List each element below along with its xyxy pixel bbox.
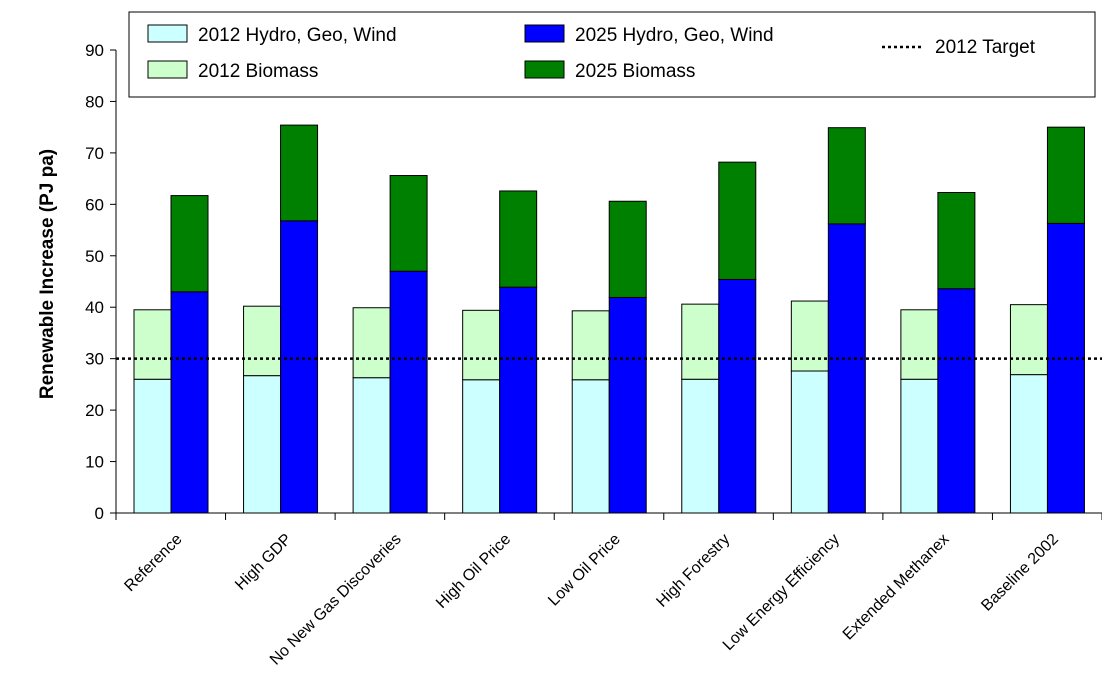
bar-2012-biomass — [681, 303, 720, 380]
legend-swatch — [147, 60, 188, 79]
y-tick-label: 90 — [85, 41, 104, 60]
bar-2025-biomass — [718, 161, 757, 280]
bar-2025-biomass — [170, 195, 209, 293]
bar-2025-biomass — [389, 175, 428, 272]
y-tick-label: 50 — [85, 247, 104, 266]
bar-2025-hydro-geo-wind — [499, 286, 538, 514]
legend-label: 2025 Hydro, Geo, Wind — [575, 25, 774, 46]
bar-2025-biomass — [937, 192, 976, 290]
bar-2025-hydro-geo-wind — [937, 288, 976, 514]
x-tick-label: High Oil Price — [433, 531, 514, 612]
y-tick-label: 80 — [85, 92, 104, 111]
bar-2025-hydro-geo-wind — [280, 220, 319, 514]
legend-swatch — [524, 24, 565, 43]
bar-2025-hydro-geo-wind — [170, 291, 209, 514]
x-tick-label: Reference — [121, 531, 185, 595]
bar-2025-hydro-geo-wind — [827, 223, 866, 514]
bar-2012-hydro-geo-wind — [462, 379, 501, 514]
bar-2012-biomass — [352, 307, 391, 379]
bar-2012-biomass — [900, 309, 939, 380]
bar-2012-biomass — [133, 309, 172, 380]
x-tick-label: High Forestry — [653, 531, 733, 611]
y-tick-label: 30 — [85, 350, 104, 369]
bar-2012-biomass — [571, 310, 610, 381]
bar-2012-biomass — [1009, 304, 1048, 376]
bars-layer — [133, 124, 1085, 514]
y-axis-label: Renewable Increase (PJ pa) — [37, 149, 58, 399]
legend-label: 2012 Target — [935, 37, 1036, 58]
bar-2025-biomass — [1046, 126, 1085, 224]
bar-2025-hydro-geo-wind — [1046, 222, 1085, 514]
bar-2012-hydro-geo-wind — [571, 379, 610, 514]
bar-2025-hydro-geo-wind — [608, 296, 647, 514]
bar-2012-biomass — [790, 300, 829, 372]
y-tick-label: 40 — [85, 298, 104, 317]
y-tick-label: 10 — [85, 453, 104, 472]
y-tick-label: 20 — [85, 401, 104, 420]
bar-2012-hydro-geo-wind — [1009, 374, 1048, 514]
bar-2012-hydro-geo-wind — [133, 378, 172, 514]
bar-2025-hydro-geo-wind — [718, 278, 757, 514]
legend-swatch — [147, 24, 188, 43]
bar-2012-hydro-geo-wind — [681, 378, 720, 514]
bar-2012-hydro-geo-wind — [352, 377, 391, 514]
bar-2025-biomass — [499, 190, 538, 288]
bar-2012-biomass — [462, 309, 501, 381]
y-tick-label: 0 — [95, 504, 104, 523]
legend-label: 2012 Hydro, Geo, Wind — [198, 25, 397, 46]
y-tick-label: 70 — [85, 144, 104, 163]
legend: 2012 Hydro, Geo, Wind 2025 Hydro, Geo, Wi… — [128, 11, 1096, 98]
legend-label: 2025 Biomass — [575, 61, 695, 82]
legend-label: 2012 Biomass — [198, 61, 318, 82]
bar-2025-biomass — [827, 127, 866, 225]
x-tick-label: High GDP — [232, 531, 295, 594]
bar-2025-hydro-geo-wind — [389, 270, 428, 514]
x-tick-label: Extended Methanex — [840, 531, 953, 644]
legend-frame — [128, 11, 1096, 98]
bar-2012-hydro-geo-wind — [243, 375, 282, 514]
bar-2012-biomass — [243, 305, 282, 377]
legend-swatch — [524, 60, 565, 79]
x-tick-label: Baseline 2002 — [978, 531, 1062, 615]
x-tick-label: Low Energy Efficiency — [720, 531, 843, 654]
x-tick-label: Low Oil Price — [545, 531, 624, 610]
bar-2012-hydro-geo-wind — [790, 370, 829, 514]
x-tick-label: No New Gas Discoveries — [267, 531, 405, 669]
bar-2025-biomass — [608, 200, 647, 298]
y-tick-label: 60 — [85, 195, 104, 214]
bar-2012-hydro-geo-wind — [900, 378, 939, 514]
bar-2025-biomass — [280, 124, 319, 222]
